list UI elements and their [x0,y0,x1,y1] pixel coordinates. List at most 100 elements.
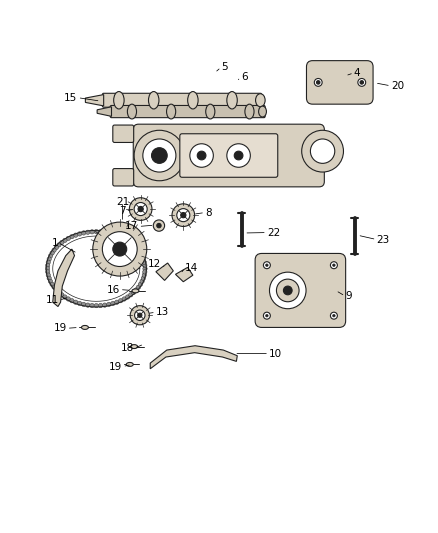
Polygon shape [156,263,173,280]
Polygon shape [176,268,193,282]
Circle shape [142,260,146,264]
Circle shape [113,242,127,256]
Circle shape [99,230,102,234]
Circle shape [102,230,107,235]
Text: 8: 8 [205,207,212,217]
Circle shape [48,279,53,284]
Circle shape [142,273,146,277]
Circle shape [330,312,337,319]
Circle shape [48,254,53,258]
Circle shape [129,293,133,297]
Text: 23: 23 [377,235,390,245]
Circle shape [85,303,90,308]
Circle shape [46,266,49,271]
Text: 6: 6 [241,72,247,82]
Circle shape [52,248,56,252]
Circle shape [70,298,74,303]
Circle shape [66,236,71,240]
Circle shape [141,257,145,261]
Circle shape [131,290,136,295]
Circle shape [177,208,190,222]
Circle shape [134,245,138,249]
Circle shape [140,254,144,258]
Circle shape [134,288,138,292]
FancyBboxPatch shape [110,106,265,118]
Circle shape [302,130,343,172]
Circle shape [94,303,99,308]
Circle shape [143,270,147,274]
Circle shape [358,78,366,86]
Text: 21: 21 [116,197,129,207]
Circle shape [141,276,145,280]
Ellipse shape [114,92,124,109]
Polygon shape [150,346,237,369]
Text: 16: 16 [106,285,120,295]
FancyBboxPatch shape [102,93,261,107]
Circle shape [54,288,59,292]
Ellipse shape [255,94,265,107]
Circle shape [265,264,268,266]
Text: 18: 18 [121,343,134,353]
Circle shape [111,232,115,236]
Circle shape [143,266,147,271]
FancyBboxPatch shape [113,125,134,142]
FancyBboxPatch shape [113,168,134,186]
Ellipse shape [131,345,138,349]
Circle shape [46,273,50,277]
Circle shape [130,305,149,325]
Circle shape [234,151,243,160]
Circle shape [60,240,64,245]
Text: 10: 10 [269,349,282,359]
Text: 22: 22 [267,228,280,238]
FancyBboxPatch shape [255,254,346,327]
Circle shape [138,251,143,255]
Circle shape [63,295,67,299]
Text: 4: 4 [354,68,360,78]
Circle shape [153,220,165,231]
Ellipse shape [127,104,137,119]
Ellipse shape [258,106,266,117]
Circle shape [122,297,127,301]
Circle shape [85,230,90,235]
Text: 12: 12 [148,260,162,269]
Circle shape [332,314,335,317]
Circle shape [269,272,306,309]
Circle shape [70,235,74,239]
Circle shape [60,293,64,297]
Circle shape [111,301,115,305]
Circle shape [46,263,50,268]
Circle shape [134,310,145,320]
Circle shape [265,314,268,317]
Ellipse shape [166,104,176,119]
Circle shape [115,300,119,304]
Circle shape [102,232,137,266]
Circle shape [122,236,127,240]
Circle shape [134,203,147,215]
Text: 13: 13 [156,307,169,317]
Circle shape [140,279,144,284]
Circle shape [50,251,54,255]
Circle shape [143,139,176,172]
Circle shape [94,230,99,234]
Circle shape [131,243,136,247]
FancyBboxPatch shape [133,124,324,187]
Text: 5: 5 [221,62,228,72]
Circle shape [143,263,147,268]
Circle shape [115,233,119,237]
Circle shape [263,262,270,269]
FancyBboxPatch shape [180,134,278,177]
Circle shape [74,300,78,304]
Circle shape [46,270,50,274]
Circle shape [227,144,251,167]
Circle shape [47,276,51,280]
Text: 20: 20 [391,81,404,91]
Circle shape [81,231,86,235]
Ellipse shape [81,326,88,329]
Circle shape [311,139,335,163]
Circle shape [134,130,185,181]
Circle shape [63,238,67,243]
Circle shape [138,282,143,286]
Text: 19: 19 [53,324,67,333]
Circle shape [314,78,322,86]
Circle shape [157,223,161,228]
